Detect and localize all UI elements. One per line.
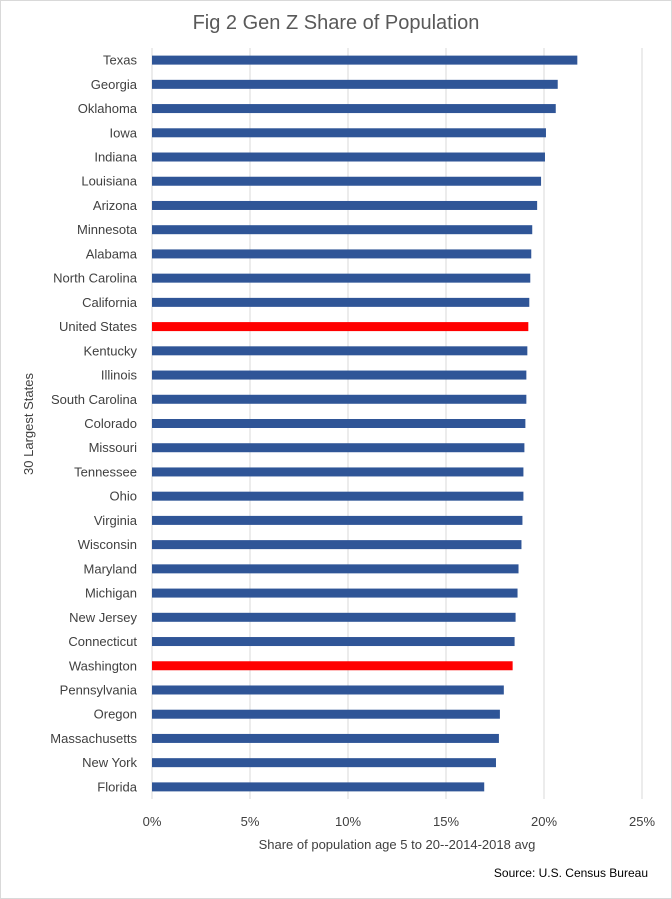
category-label: Illinois xyxy=(101,368,138,383)
category-label: New Jersey xyxy=(69,610,137,625)
category-label: Oregon xyxy=(94,707,137,722)
bar-california xyxy=(152,297,530,307)
bars xyxy=(152,55,578,792)
category-label: Oklahoma xyxy=(78,101,138,116)
bar-maryland xyxy=(152,564,519,574)
x-tick-labels: 0% 5% 10% 15% 20% 25% xyxy=(143,814,656,829)
bar-texas xyxy=(152,55,578,65)
category-label: Kentucky xyxy=(84,343,138,358)
bar-iowa xyxy=(152,128,546,138)
category-labels: Texas Georgia Oklahoma Iowa Indiana Louisiana… xyxy=(50,53,137,795)
category-label: Washington xyxy=(69,658,137,673)
bar-massachusetts xyxy=(152,733,499,743)
bar-arizona xyxy=(152,200,538,210)
y-axis-title: 30 Largest States xyxy=(21,373,36,475)
bar-missouri xyxy=(152,443,525,453)
bar-pennsylvania xyxy=(152,685,504,695)
category-label: Massachusetts xyxy=(50,731,137,746)
x-tick-label: 25% xyxy=(629,814,655,829)
bar-new-jersey xyxy=(152,612,516,622)
category-label: Indiana xyxy=(94,150,137,165)
chart-title: Fig 2 Gen Z Share of Population xyxy=(192,12,480,34)
bar-washington xyxy=(152,661,513,671)
bar-oregon xyxy=(152,709,500,719)
category-label: Georgia xyxy=(91,77,138,92)
x-tick-label: 10% xyxy=(335,814,361,829)
x-tick-label: 5% xyxy=(241,814,260,829)
category-label: New York xyxy=(82,755,137,770)
category-label: South Carolina xyxy=(51,392,138,407)
bar-michigan xyxy=(152,588,518,598)
category-label: Michigan xyxy=(85,586,137,601)
bar-virginia xyxy=(152,515,523,525)
category-label: Florida xyxy=(97,779,138,794)
category-label: Louisiana xyxy=(81,174,137,189)
bar-louisiana xyxy=(152,176,542,186)
bar-alabama xyxy=(152,249,532,259)
bar-kentucky xyxy=(152,346,528,356)
category-label: Minnesota xyxy=(77,222,138,237)
bar-wisconsin xyxy=(152,540,522,550)
category-label: Texas xyxy=(103,53,137,68)
bar-united-states xyxy=(152,322,529,332)
bar-florida xyxy=(152,782,485,792)
x-tick-label: 20% xyxy=(531,814,557,829)
category-label: Wisconsin xyxy=(78,537,137,552)
category-label: Ohio xyxy=(110,489,137,504)
bar-south-carolina xyxy=(152,394,527,404)
bar-colorado xyxy=(152,419,526,428)
bar-minnesota xyxy=(152,225,533,235)
bar-ohio xyxy=(152,491,524,501)
category-label: Alabama xyxy=(86,246,138,261)
category-label: Tennessee xyxy=(74,464,137,479)
category-label: Colorado xyxy=(84,416,137,431)
category-label: Pennsylvania xyxy=(60,682,138,697)
category-label: Connecticut xyxy=(68,634,137,649)
source-note: Source: U.S. Census Bureau xyxy=(493,866,648,880)
bar-north-carolina xyxy=(152,273,531,283)
bar-tennessee xyxy=(152,467,524,477)
bar-indiana xyxy=(152,152,545,162)
category-label: United States xyxy=(59,319,138,334)
bar-new-york xyxy=(152,758,496,768)
bar-oklahoma xyxy=(152,104,556,114)
x-tick-label: 0% xyxy=(143,814,162,829)
category-label: Missouri xyxy=(89,440,138,455)
x-tick-label: 15% xyxy=(433,814,459,829)
category-label: Arizona xyxy=(93,198,138,213)
category-label: Maryland xyxy=(84,561,137,576)
category-label: Virginia xyxy=(94,513,138,528)
category-label: Iowa xyxy=(110,125,138,140)
category-label: California xyxy=(82,295,138,310)
bar-connecticut xyxy=(152,637,515,647)
x-axis-title: Share of population age 5 to 20--2014-20… xyxy=(259,837,536,852)
category-label: North Carolina xyxy=(53,271,138,286)
bar-illinois xyxy=(152,370,527,380)
bar-georgia xyxy=(152,79,558,89)
